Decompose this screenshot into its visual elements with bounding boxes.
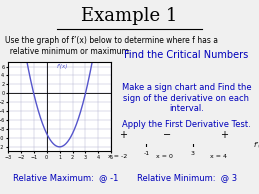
Text: −: − [163, 130, 171, 140]
Text: 3: 3 [191, 151, 195, 156]
Text: Apply the First Derivative Test.: Apply the First Derivative Test. [122, 120, 251, 129]
Text: Example 1: Example 1 [81, 7, 178, 25]
Text: Find the Critical Numbers: Find the Critical Numbers [124, 50, 249, 61]
Text: Use the graph of f’(x) below to determine where f has a
  relative minimum or ma: Use the graph of f’(x) below to determin… [5, 36, 218, 56]
Text: -1: -1 [143, 151, 149, 156]
Text: +: + [220, 130, 228, 140]
Text: f’(x): f’(x) [56, 64, 68, 69]
Text: x = -2: x = -2 [108, 154, 127, 159]
Text: +: + [119, 130, 127, 140]
Text: Make a sign chart and Find the
sign of the derivative on each
interval.: Make a sign chart and Find the sign of t… [122, 83, 251, 113]
Text: f’(x): f’(x) [254, 141, 259, 148]
Text: x = 4: x = 4 [210, 154, 227, 159]
Text: Relative Maximum:  @ -1: Relative Maximum: @ -1 [13, 173, 118, 182]
Text: Relative Minimum:  @ 3: Relative Minimum: @ 3 [137, 173, 238, 182]
Text: x = 0: x = 0 [156, 154, 173, 159]
